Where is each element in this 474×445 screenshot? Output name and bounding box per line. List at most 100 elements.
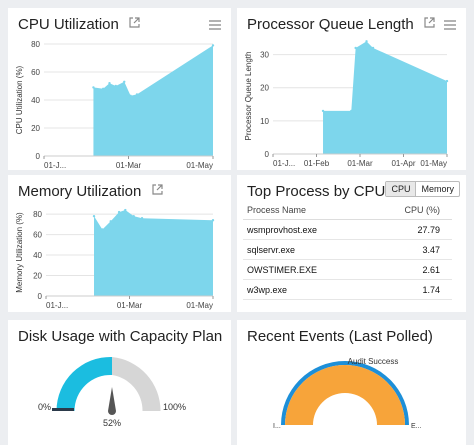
data-point [211, 219, 215, 222]
top-process-title: Top Process by CPU [247, 183, 386, 200]
table-row[interactable]: wsmprovhost.exe 27.79 [243, 219, 452, 240]
events-left-label: I... [273, 423, 281, 430]
y-axis-label: CPU Utilization (%) [15, 65, 24, 134]
x-tick-label: 01-Feb [304, 159, 330, 168]
hamburger-menu-icon[interactable] [444, 20, 456, 30]
y-tick-label: 0 [265, 150, 270, 159]
data-point [124, 208, 127, 212]
events-right-label: E... [411, 423, 422, 430]
y-tick-label: 30 [260, 51, 269, 60]
cpu-value-cell: 1.74 [368, 279, 452, 300]
data-area [94, 210, 213, 296]
gauge-max-label: 100% [163, 402, 186, 412]
audit-success-label: Audit Success [348, 357, 399, 366]
process-name-cell: OWSTIMER.EXE [243, 259, 369, 280]
gauge-empty-arc [112, 357, 161, 411]
y-tick-label: 20 [31, 124, 40, 133]
audit-success-slice[interactable] [285, 365, 405, 425]
gauge-value-label: 52% [103, 418, 121, 428]
x-tick-label: 01-Mar [116, 161, 142, 170]
toggle-cpu[interactable]: CPU [386, 182, 417, 196]
memory-utilization-chart: 0 20 40 60 80 Memory Utilization (%) 01-J... 01… [15, 208, 215, 310]
y-tick-label: 80 [33, 210, 42, 219]
y-tick-label: 0 [38, 292, 43, 301]
gauge-base-marker [52, 408, 74, 411]
cpu-value-cell: 2.61 [368, 259, 452, 280]
process-name-cell: wsmprovhost.exe [243, 219, 369, 240]
table-row[interactable]: w3wp.exe 1.74 [243, 279, 452, 300]
y-axis-label: Memory Utilization (%) [15, 212, 24, 293]
data-point [132, 214, 135, 218]
data-point [140, 217, 144, 220]
cpu-memory-toggle: CPU Memory [385, 181, 460, 197]
data-point [114, 84, 118, 88]
x-tick-label: 01-Apr [391, 159, 415, 168]
memory-utilization-panel: Memory Utilization 0 20 40 60 80 Memory Utili… [8, 175, 231, 312]
top-process-panel: Top Process by CPU CPU Memory Process Na… [237, 175, 466, 312]
data-point [108, 82, 111, 85]
cpu-percent-header[interactable]: CPU (%) [368, 201, 452, 220]
y-axis-label: Processor Queue Length [244, 52, 253, 141]
data-point [101, 87, 105, 91]
y-tick-label: 40 [31, 96, 40, 105]
data-area [323, 41, 447, 154]
y-tick-label: 60 [33, 231, 42, 240]
x-tick-label: 01-May [420, 159, 447, 168]
data-point [321, 109, 325, 113]
data-point [211, 44, 215, 47]
table-row[interactable]: sqlservr.exe 3.47 [243, 239, 452, 260]
y-tick-label: 20 [260, 84, 269, 93]
x-tick-label: 01-Mar [347, 159, 373, 168]
x-tick-label: 01-Mar [117, 301, 143, 310]
data-point [371, 46, 375, 50]
data-point [92, 214, 96, 218]
x-tick-label: 01-J... [46, 301, 68, 310]
cpu-value-cell: 27.79 [368, 219, 452, 240]
data-point [92, 86, 95, 89]
hamburger-menu-icon[interactable] [209, 20, 221, 30]
data-point [365, 40, 368, 43]
disk-usage-panel: Disk Usage with Capacity Plan 0% 100% 52… [8, 320, 231, 445]
data-point [350, 109, 353, 113]
data-point [129, 94, 132, 98]
data-point [354, 46, 357, 50]
cpu-utilization-chart: 0 20 40 60 80 CPU Utilization (%) 01-J... 01-Ma… [15, 40, 215, 170]
processor-queue-chart: 0 10 20 30 Processor Queue Length 01-J... 01-F… [244, 40, 449, 168]
top-process-table: Process Name CPU (%) wsmprovhost.exe 27.7… [243, 201, 452, 300]
memory-utilization-title: Memory Utilization [18, 183, 142, 200]
y-tick-label: 20 [33, 272, 42, 281]
data-point [109, 220, 112, 223]
data-area [93, 45, 213, 156]
y-tick-label: 60 [31, 68, 40, 77]
external-link-icon[interactable] [129, 17, 140, 28]
external-link-icon[interactable] [424, 17, 435, 28]
data-point [445, 79, 449, 83]
processor-queue-title: Processor Queue Length [247, 16, 414, 33]
toggle-memory[interactable]: Memory [421, 184, 454, 194]
recent-events-title: Recent Events (Last Polled) [247, 328, 433, 345]
cpu-value-cell: 3.47 [368, 239, 452, 260]
x-tick-label: 01-J... [44, 161, 66, 170]
external-link-icon[interactable] [151, 184, 163, 195]
gauge-filled-arc [56, 356, 112, 411]
data-point [117, 210, 121, 214]
y-tick-label: 40 [33, 251, 42, 260]
gauge-min-label: 0% [38, 402, 51, 412]
process-name-cell: sqlservr.exe [243, 239, 369, 260]
recent-events-chart: Audit Success I... E... [273, 357, 422, 430]
gauge-needle [108, 387, 116, 415]
data-point [101, 228, 104, 231]
data-point [135, 93, 139, 96]
cpu-utilization-panel: CPU Utilization 0 20 40 60 80 CPU Utilization… [8, 8, 231, 170]
y-tick-label: 80 [31, 40, 40, 49]
table-row[interactable]: OWSTIMER.EXE 2.61 [243, 259, 452, 280]
recent-events-panel: Recent Events (Last Polled) Audit Succes… [237, 320, 466, 445]
process-name-header[interactable]: Process Name [243, 201, 369, 220]
disk-usage-gauge: 0% 100% 52% [38, 356, 186, 428]
process-name-cell: w3wp.exe [243, 279, 369, 300]
y-tick-label: 0 [36, 152, 41, 161]
disk-usage-title: Disk Usage with Capacity Plan [18, 328, 223, 345]
x-tick-label: 01-May [186, 161, 213, 170]
x-tick-label: 01-J... [273, 159, 295, 168]
processor-queue-panel: Processor Queue Length 0 10 20 30 Processor … [237, 8, 466, 170]
